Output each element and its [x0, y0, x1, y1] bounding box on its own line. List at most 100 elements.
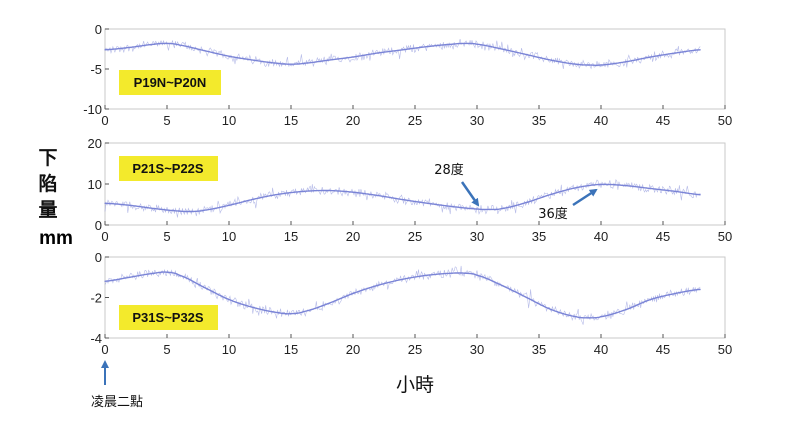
- x-tick-label: 50: [718, 229, 732, 244]
- data-point: [228, 204, 230, 207]
- annotation-label: 36度: [538, 206, 568, 222]
- y-tick-label: -2: [90, 291, 102, 306]
- x-tick-label: 15: [284, 229, 298, 244]
- data-point: [377, 284, 379, 287]
- x-tick-label: 35: [532, 113, 546, 128]
- x-tick-label: 40: [594, 342, 608, 357]
- data-point: [129, 204, 131, 207]
- data-point: [501, 284, 503, 287]
- x-tick-label: 25: [408, 229, 422, 244]
- data-point: [153, 272, 156, 275]
- plot-area-frame: [104, 28, 726, 110]
- panel-p19n-p20n: 0 5 10 15 20 25 30 35 40 45 50 0 -5 -10 P19N~P20N: [83, 22, 732, 128]
- data-point: [352, 191, 354, 193]
- data-point: [191, 210, 193, 213]
- data-point: [674, 190, 677, 193]
- data-point: [129, 276, 131, 279]
- y-tick-label: 0: [95, 250, 102, 265]
- data-point: [625, 308, 627, 311]
- data-point: [587, 317, 590, 319]
- y-tick-label: -4: [90, 331, 102, 346]
- data-point: [476, 274, 478, 277]
- data-point: [501, 48, 503, 50]
- data-point: [649, 298, 652, 301]
- x-tick-label: 40: [594, 229, 608, 244]
- data-point: [463, 272, 466, 275]
- annotation-arrow: [460, 181, 480, 207]
- x-tick-label: 20: [346, 113, 360, 128]
- tick-group: 0 5 10 15 20 25 30 35 40 45 50 20 10 0: [88, 136, 733, 244]
- data-point: [550, 59, 553, 61]
- series-group: [104, 265, 701, 325]
- tag-label: P21S~P22S: [132, 161, 204, 176]
- data-point: [600, 315, 602, 318]
- y-label-unit: mm: [39, 228, 73, 249]
- data-point: [600, 64, 602, 66]
- data-point: [129, 46, 131, 49]
- data-point: [699, 49, 701, 51]
- x-tick-label: 10: [222, 342, 236, 357]
- data-point: [451, 272, 454, 275]
- data-point: [203, 286, 205, 289]
- data-point: [401, 49, 404, 51]
- data-point: [104, 280, 106, 283]
- data-point: [476, 43, 478, 45]
- data-point: [377, 194, 379, 197]
- annotation-arrow: [572, 188, 598, 207]
- data-point: [277, 193, 280, 196]
- data-point: [451, 43, 454, 45]
- x-tick-label: 5: [163, 342, 170, 357]
- data-point: [476, 208, 478, 210]
- data-point: [153, 207, 156, 210]
- y-tick-label: 0: [95, 22, 102, 37]
- series-group: [104, 178, 701, 218]
- x-tick-label: 10: [222, 113, 236, 128]
- x-tick-label: 50: [718, 342, 732, 357]
- x-tick-label: 0: [101, 342, 108, 357]
- tag-label: P19N~P20N: [134, 75, 207, 90]
- x-tick-label: 35: [532, 229, 546, 244]
- y-tick-label: 10: [88, 177, 102, 192]
- data-point: [525, 201, 528, 204]
- data-point: [674, 292, 677, 295]
- data-point: [501, 207, 503, 210]
- x-tick-label: 20: [346, 229, 360, 244]
- data-point: [178, 274, 181, 277]
- data-point: [302, 190, 305, 193]
- data-point: [302, 62, 305, 65]
- data-point: [550, 308, 553, 311]
- data-point: [426, 45, 429, 48]
- data-point: [277, 311, 280, 314]
- data-point: [166, 42, 168, 45]
- data-point: [649, 187, 652, 190]
- tag-background: [119, 156, 218, 181]
- x-tick-label: 10: [222, 229, 236, 244]
- x-tick-label: 0: [101, 113, 108, 128]
- x-tick-label: 45: [656, 229, 670, 244]
- annotation-label: 28度: [434, 162, 464, 178]
- data-point: [290, 63, 292, 65]
- data-point: [488, 208, 491, 211]
- annotation-28: 28度: [434, 162, 480, 207]
- x-tick-label: 45: [656, 342, 670, 357]
- data-point: [253, 59, 255, 61]
- start-time-label: 凌晨二點: [91, 395, 143, 410]
- x-tick-label: 15: [284, 113, 298, 128]
- x-tick-label: 15: [284, 342, 298, 357]
- data-point: [203, 209, 205, 211]
- data-point: [699, 193, 701, 196]
- tick-group: 0 5 10 15 20 25 30 35 40 45 50 0 -2 -4: [90, 250, 732, 357]
- data-point: [166, 271, 168, 274]
- series-group: [104, 39, 701, 70]
- x-tick-label: 50: [718, 113, 732, 128]
- data-point: [352, 292, 354, 295]
- data-point: [104, 49, 106, 51]
- x-tick-label: 30: [470, 113, 484, 128]
- y-label-char: 下: [38, 147, 57, 169]
- annotation-36: 36度: [538, 188, 598, 222]
- panel-p31s-p32s: 0 5 10 15 20 25 30 35 40 45 50 0 -2 -4 P31S~P32S: [90, 250, 732, 357]
- data-point: [104, 202, 106, 205]
- data-point: [600, 183, 602, 186]
- data-point: [290, 312, 292, 315]
